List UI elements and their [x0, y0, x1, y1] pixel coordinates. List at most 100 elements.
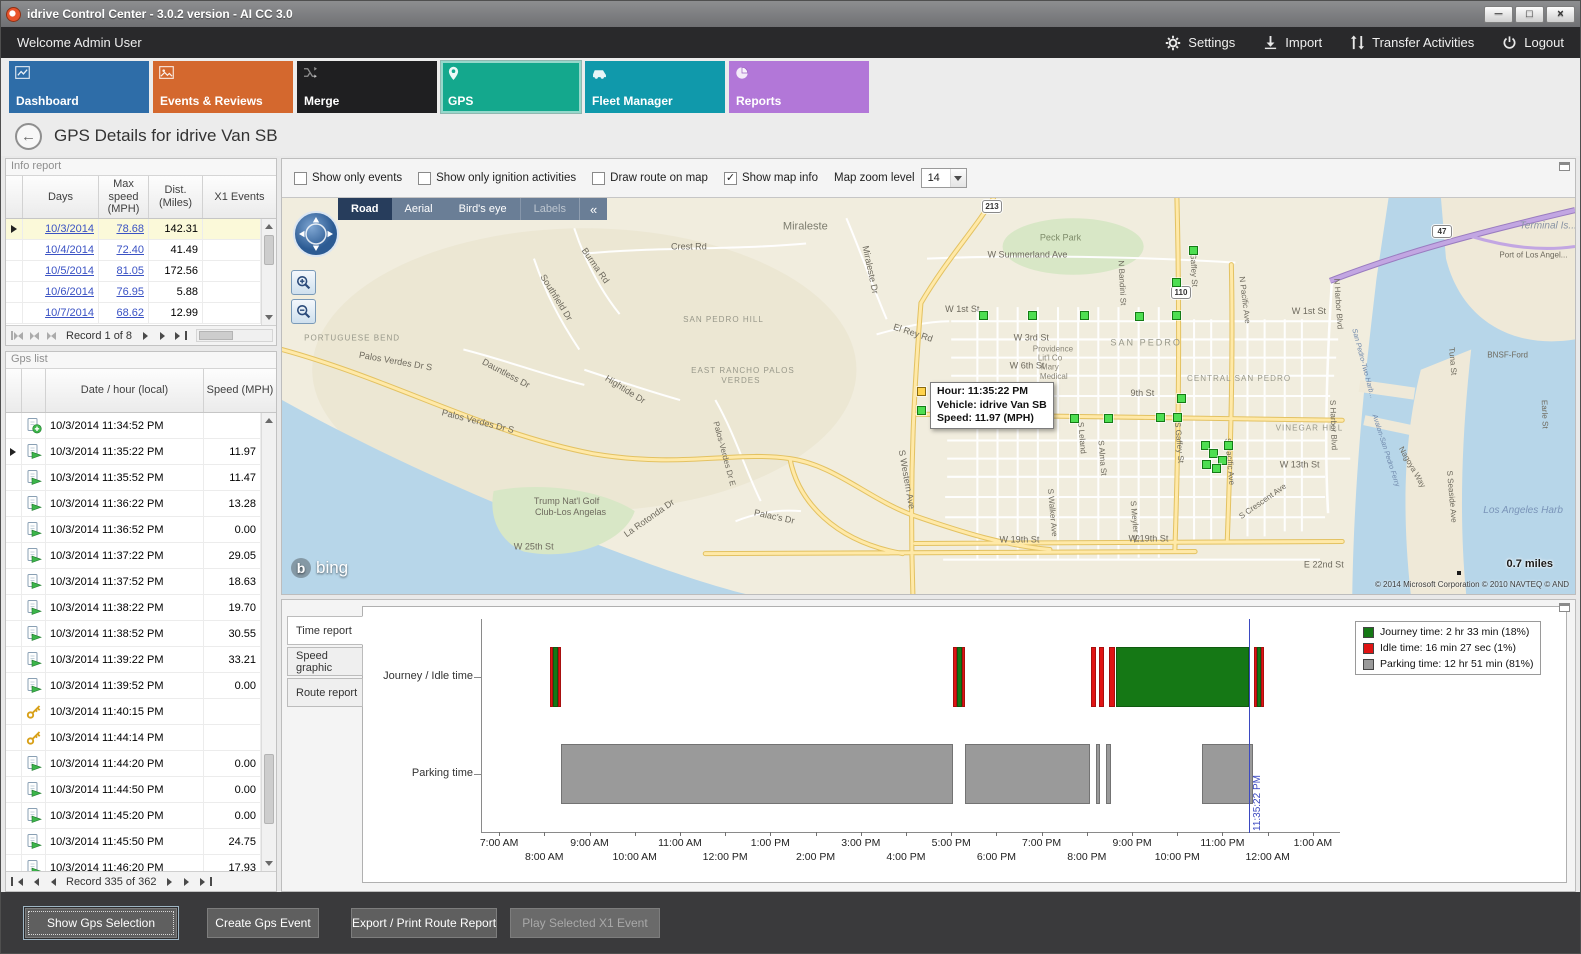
last-record-button[interactable]	[173, 328, 189, 343]
gps-list-row[interactable]: 10/3/2014 11:44:50 PM 0.00	[6, 777, 261, 803]
checkbox-box[interactable]	[418, 171, 432, 185]
chevron-down-icon[interactable]	[949, 169, 966, 187]
tab-route-report[interactable]: Route report	[287, 678, 363, 707]
day-link[interactable]: 10/6/2014	[45, 285, 94, 298]
vehicle-position-marker[interactable]	[1212, 464, 1221, 473]
info-report-row[interactable]: 10/3/2014 78.68 142.31	[6, 218, 261, 240]
show-gps-selection-button[interactable]: Show Gps Selection	[25, 907, 177, 938]
vehicle-position-marker[interactable]	[1135, 312, 1144, 321]
prev-record-button[interactable]	[43, 874, 59, 889]
vehicle-position-marker[interactable]	[1080, 311, 1089, 320]
topbar-action-settings[interactable]: Settings	[1165, 35, 1235, 51]
map-view-tab-labels[interactable]: Labels	[519, 198, 579, 220]
map-menu-collapse-button[interactable]: «	[579, 198, 607, 220]
info-report-row[interactable]: 10/5/2014 81.05 172.56	[6, 260, 261, 282]
nav-tile-fleet-manager[interactable]: Fleet Manager	[585, 61, 725, 113]
map-view-tab-bird-s-eye[interactable]: Bird's eye	[458, 203, 507, 215]
create-gps-event-button[interactable]: Create Gps Event	[207, 907, 319, 938]
max-speed-link[interactable]: 72.40	[116, 243, 144, 256]
checkbox-draw-route-on-map[interactable]: Draw route on map	[592, 171, 708, 185]
gps-list-row[interactable]: 10/3/2014 11:39:22 PM 33.21	[6, 647, 261, 673]
vehicle-position-marker[interactable]	[1104, 414, 1113, 423]
column-header-dist[interactable]: Dist. (Miles)	[149, 176, 203, 218]
vehicle-position-marker[interactable]	[979, 311, 988, 320]
vehicle-position-marker[interactable]	[917, 406, 926, 415]
info-report-row[interactable]: 10/7/2014 68.62 12.99	[6, 302, 261, 324]
max-speed-link[interactable]: 68.62	[116, 306, 144, 319]
gps-list-row[interactable]: 10/3/2014 11:44:20 PM 0.00	[6, 751, 261, 777]
next-page-button[interactable]	[181, 874, 197, 889]
scroll-down-icon[interactable]	[262, 857, 277, 871]
close-icon[interactable]: ×	[1546, 5, 1575, 23]
export-print-route-report-button[interactable]: Export / Print Route Report	[351, 907, 497, 938]
vehicle-position-marker[interactable]	[1202, 460, 1211, 469]
vehicle-position-marker[interactable]	[1177, 394, 1186, 403]
vehicle-position-marker[interactable]	[1189, 246, 1198, 255]
collapse-chart-panel-icon[interactable]	[1559, 603, 1570, 612]
max-speed-link[interactable]: 78.68	[116, 222, 144, 235]
tab-time-report[interactable]: Time report	[287, 616, 363, 645]
vehicle-position-marker[interactable]	[1172, 311, 1181, 320]
next-record-button[interactable]	[139, 328, 155, 343]
gps-list-row[interactable]: 10/3/2014 11:37:22 PM 29.05	[6, 543, 261, 569]
map-compass-control[interactable]	[292, 210, 340, 263]
map-view-tab-aerial[interactable]: Aerial	[404, 203, 433, 215]
vehicle-position-marker[interactable]	[1201, 441, 1210, 450]
nav-tile-gps[interactable]: GPS	[441, 61, 581, 113]
vehicle-position-marker[interactable]	[1070, 414, 1079, 423]
max-speed-link[interactable]: 76.95	[116, 285, 144, 298]
map-zoom-out-button[interactable]	[291, 299, 316, 324]
topbar-action-transfer-activities[interactable]: Transfer Activities	[1350, 35, 1474, 50]
info-grid-horizontal-scrollbar[interactable]	[196, 329, 273, 342]
gps-list-row[interactable]: 10/3/2014 11:37:52 PM 18.63	[6, 569, 261, 595]
checkbox-show-only-ignition-activities[interactable]: Show only ignition activities	[418, 171, 576, 185]
next-page-button[interactable]	[156, 328, 172, 343]
day-link[interactable]: 10/3/2014	[45, 222, 94, 235]
column-header-date-hour[interactable]: Date / hour (local)	[46, 369, 204, 412]
tab-speed-graphic[interactable]: Speed graphic	[287, 647, 363, 676]
column-header-max-speed[interactable]: Max speed (MPH)	[99, 176, 149, 218]
next-record-button[interactable]	[164, 874, 180, 889]
day-link[interactable]: 10/4/2014	[45, 243, 94, 256]
gps-list-row[interactable]: 10/3/2014 11:39:52 PM 0.00	[6, 673, 261, 699]
info-grid-vertical-scrollbar[interactable]	[261, 218, 276, 325]
vehicle-position-marker[interactable]	[1156, 413, 1165, 422]
checkbox-box[interactable]	[294, 171, 307, 185]
scroll-up-icon[interactable]	[262, 413, 277, 427]
scrollbar-thumb[interactable]	[199, 331, 233, 340]
column-header-days[interactable]: Days	[23, 176, 99, 218]
prev-page-button[interactable]	[26, 328, 42, 343]
prev-page-button[interactable]	[26, 874, 42, 889]
vehicle-position-marker[interactable]	[1028, 311, 1037, 320]
gps-grid-vertical-scrollbar[interactable]	[261, 413, 276, 871]
checkbox-box[interactable]	[592, 171, 606, 185]
info-report-row[interactable]: 10/4/2014 72.40 41.49	[6, 239, 261, 261]
checkbox-show-map-info[interactable]: ✓ Show map info	[723, 171, 818, 185]
map-view-tab-road[interactable]: Road	[338, 198, 392, 220]
time-cursor-line[interactable]	[1249, 619, 1251, 833]
last-record-button[interactable]	[198, 874, 214, 889]
gps-list-row[interactable]: 10/3/2014 11:46:20 PM 17.93	[6, 855, 261, 871]
info-report-row[interactable]: 10/6/2014 76.95 5.88	[6, 281, 261, 303]
gps-list-row[interactable]: 10/3/2014 11:36:22 PM 13.28	[6, 491, 261, 517]
gps-list-row[interactable]: 10/3/2014 11:40:15 PM	[6, 699, 261, 725]
checkbox-box[interactable]: ✓	[723, 171, 737, 185]
vehicle-position-marker[interactable]	[1224, 441, 1233, 450]
checkbox-show-only-events[interactable]: Show only events	[294, 171, 402, 185]
vehicle-position-marker[interactable]	[917, 387, 926, 396]
scrollbar-thumb[interactable]	[264, 234, 274, 265]
topbar-action-import[interactable]: Import	[1263, 35, 1322, 50]
topbar-action-logout[interactable]: Logout	[1502, 35, 1564, 50]
scrollbar-thumb[interactable]	[264, 753, 274, 824]
minimize-icon[interactable]: ─	[1484, 5, 1513, 23]
gps-list-row[interactable]: 10/3/2014 11:36:52 PM 0.00	[6, 517, 261, 543]
nav-tile-merge[interactable]: Merge	[297, 61, 437, 113]
map-zoom-select[interactable]: 14	[920, 168, 967, 188]
gps-list-row[interactable]: 10/3/2014 11:45:50 PM 24.75	[6, 829, 261, 855]
prev-record-button[interactable]	[43, 328, 59, 343]
map-canvas[interactable]: Miraleste Peck Park W Summerland Ave Crest …	[282, 197, 1575, 594]
first-record-button[interactable]	[9, 874, 25, 889]
max-speed-link[interactable]: 81.05	[116, 264, 144, 277]
gps-list-row[interactable]: 10/3/2014 11:35:52 PM 11.47	[6, 465, 261, 491]
collapse-map-panel-icon[interactable]	[1559, 162, 1570, 171]
